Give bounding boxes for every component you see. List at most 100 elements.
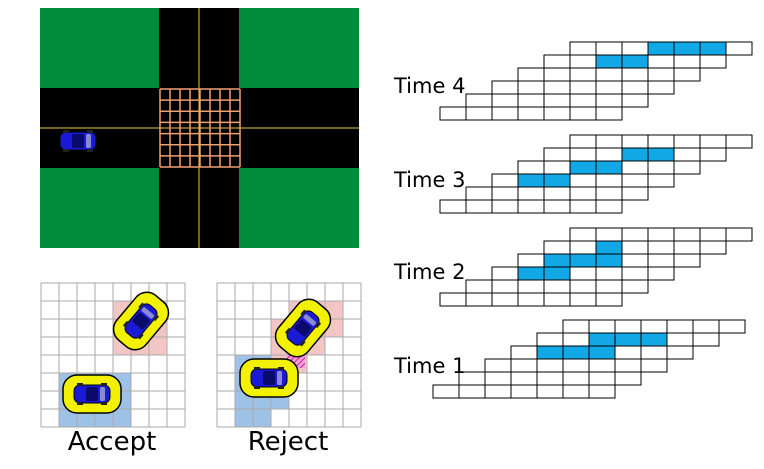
free-cell	[595, 279, 623, 294]
free-cell	[666, 319, 694, 334]
free-cell	[588, 384, 616, 399]
free-cell	[569, 292, 597, 307]
timeline-step: Time 1	[393, 319, 746, 399]
free-cell	[543, 186, 571, 201]
reserved-cell	[543, 266, 571, 281]
free-cell	[647, 253, 675, 268]
free-cell	[491, 173, 519, 188]
free-cell	[432, 384, 460, 399]
free-cell	[595, 80, 623, 95]
free-cell	[536, 384, 564, 399]
free-cell	[517, 292, 545, 307]
free-cell	[562, 358, 590, 373]
free-cell	[465, 93, 493, 108]
free-cell	[647, 67, 675, 82]
free-cell	[673, 160, 701, 175]
time-label: Time 3	[393, 168, 465, 192]
free-cell	[543, 80, 571, 95]
free-cell	[439, 199, 467, 214]
reserved-cell	[517, 266, 545, 281]
free-cell	[692, 319, 720, 334]
free-cell	[569, 67, 597, 82]
free-cell	[647, 227, 675, 242]
free-cell	[569, 279, 597, 294]
reserved-cell	[588, 332, 616, 347]
free-cell	[536, 358, 564, 373]
reserved-cell	[569, 253, 597, 268]
reserved-cell	[699, 41, 727, 56]
free-cell	[491, 199, 519, 214]
free-cell	[621, 41, 649, 56]
free-cell	[595, 41, 623, 56]
reserved-cell	[562, 345, 590, 360]
free-cell	[621, 173, 649, 188]
intersection-panel	[40, 8, 359, 248]
free-cell	[465, 292, 493, 307]
free-cell	[614, 319, 642, 334]
accept-car-upper	[112, 291, 170, 351]
free-cell	[491, 93, 519, 108]
free-cell	[510, 345, 538, 360]
free-cell	[647, 173, 675, 188]
free-cell	[543, 147, 571, 162]
free-cell	[491, 186, 519, 201]
free-cell	[647, 240, 675, 255]
free-cell	[517, 253, 545, 268]
reject-panel: Reject	[216, 282, 362, 457]
free-cell	[491, 279, 519, 294]
intersection-grid	[159, 88, 241, 168]
reserved-cell	[621, 147, 649, 162]
free-cell	[614, 358, 642, 373]
free-cell	[588, 358, 616, 373]
free-cell	[517, 279, 545, 294]
free-cell	[595, 227, 623, 242]
reserved-cell	[588, 345, 616, 360]
free-cell	[465, 106, 493, 121]
free-cell	[673, 67, 701, 82]
free-cell	[699, 147, 727, 162]
own-tile	[59, 409, 77, 427]
free-cell	[595, 199, 623, 214]
free-cell	[647, 134, 675, 149]
free-cell	[595, 147, 623, 162]
reserved-cell	[595, 253, 623, 268]
own-tile	[113, 409, 131, 427]
free-cell	[569, 173, 597, 188]
reservation-timeline: Time 4 Time 3 Time 2 Time 1	[393, 41, 753, 399]
time-label: Time 2	[393, 260, 465, 284]
free-cell	[484, 371, 512, 386]
free-cell	[621, 253, 649, 268]
free-cell	[517, 93, 545, 108]
free-cell	[569, 240, 597, 255]
timeline-step: Time 4	[393, 41, 753, 121]
free-cell	[621, 227, 649, 242]
free-cell	[569, 106, 597, 121]
reserved-cell	[543, 173, 571, 188]
accept-car-lower	[62, 374, 122, 414]
free-cell	[543, 93, 571, 108]
free-cell	[725, 41, 753, 56]
free-cell	[562, 384, 590, 399]
free-cell	[543, 160, 571, 175]
reserved-cell	[647, 41, 675, 56]
free-cell	[621, 80, 649, 95]
free-cell	[647, 80, 675, 95]
free-cell	[517, 160, 545, 175]
free-cell	[699, 227, 727, 242]
free-cell	[666, 345, 694, 360]
free-cell	[543, 240, 571, 255]
free-cell	[517, 80, 545, 95]
free-cell	[491, 292, 519, 307]
free-cell	[640, 358, 668, 373]
free-cell	[491, 106, 519, 121]
free-cell	[595, 173, 623, 188]
free-cell	[621, 67, 649, 82]
timeline-step: Time 2	[393, 227, 753, 307]
free-cell	[569, 266, 597, 281]
reserved-cell	[595, 160, 623, 175]
free-cell	[536, 371, 564, 386]
free-cell	[595, 106, 623, 121]
reserved-cell	[647, 147, 675, 162]
free-cell	[673, 54, 701, 69]
free-cell	[725, 227, 753, 242]
